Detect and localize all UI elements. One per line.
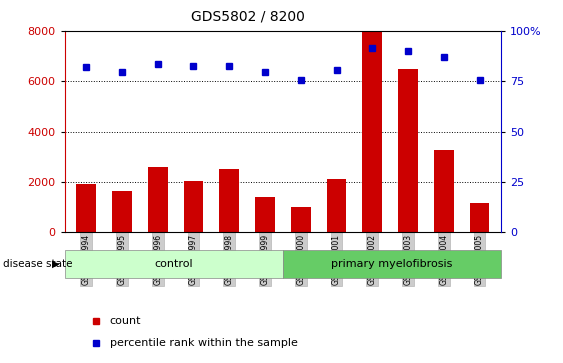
Bar xyxy=(220,170,239,232)
Bar xyxy=(112,191,132,232)
Text: count: count xyxy=(110,316,141,326)
Text: percentile rank within the sample: percentile rank within the sample xyxy=(110,338,298,348)
Bar xyxy=(184,181,203,232)
Bar xyxy=(255,197,275,232)
Bar xyxy=(291,207,311,232)
Bar xyxy=(148,167,168,232)
Bar xyxy=(65,250,283,278)
Bar xyxy=(77,184,96,232)
Bar xyxy=(434,151,454,232)
Text: control: control xyxy=(154,259,193,269)
Bar xyxy=(398,69,418,232)
Text: disease state: disease state xyxy=(3,259,72,269)
Text: ▶: ▶ xyxy=(52,259,60,269)
Bar xyxy=(470,203,489,232)
Bar xyxy=(363,31,382,232)
Bar xyxy=(327,179,346,232)
Text: GDS5802 / 8200: GDS5802 / 8200 xyxy=(191,9,305,23)
Text: primary myelofibrosis: primary myelofibrosis xyxy=(331,259,453,269)
Bar xyxy=(283,250,501,278)
